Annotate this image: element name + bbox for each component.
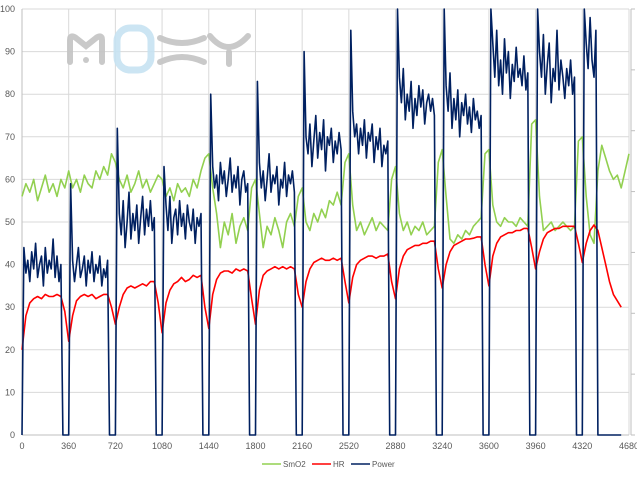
y-tick-label: 70 [5,132,15,142]
y-tick-label: 20 [5,345,15,355]
series-layer [21,8,630,436]
x-tick-label: 0 [19,441,24,451]
series-line-power [21,8,622,436]
y-tick-label: 80 [5,89,15,99]
y-tick-label: 100 [0,4,15,14]
tick-labels: 0 10 20 30 40 50 60 70 80 90 100 0 360 720 1080 1440 180… [0,4,637,451]
x-tick-label: 4680 [619,441,637,451]
legend-label-power: Power [372,460,395,469]
x-tick-label: 2520 [339,441,359,451]
x-tick-label: 1440 [199,441,219,451]
y-tick-label: 30 [5,302,15,312]
x-tick-label: 4320 [572,441,592,451]
y-tick-label: 50 [5,217,15,227]
y-tick-label: 40 [5,260,15,270]
y-tick-label: 10 [5,387,15,397]
x-tick-label: 1080 [152,441,172,451]
x-tick-label: 3960 [526,441,546,451]
x-tick-label: 2160 [292,441,312,451]
x-tick-label: 1800 [245,441,265,451]
legend-label-hr: HR [333,460,345,469]
legend-label-smo2: SmO2 [283,460,306,469]
y-tick-label: 90 [5,47,15,57]
x-tick-label: 2880 [386,441,406,451]
x-tick-label: 3240 [432,441,452,451]
legend: SmO2 HR Power [262,460,395,469]
series-line-hr [21,224,622,350]
series-line-smo2 [21,119,630,249]
y-tick-label: 60 [5,174,15,184]
y-tick-label: 0 [10,430,15,440]
moxy-watermark-logo [67,24,251,74]
x-tick-label: 360 [61,441,76,451]
x-tick-label: 3600 [479,441,499,451]
x-tick-label: 720 [108,441,123,451]
